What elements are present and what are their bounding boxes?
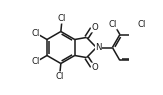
Text: O: O (91, 23, 98, 32)
Text: Cl: Cl (56, 72, 64, 81)
Text: Cl: Cl (109, 20, 117, 29)
Text: Cl: Cl (31, 57, 40, 66)
Text: O: O (91, 63, 98, 72)
Text: Cl: Cl (58, 14, 66, 23)
Text: Cl: Cl (138, 20, 146, 29)
Text: N: N (95, 43, 102, 52)
Text: Cl: Cl (31, 29, 40, 38)
